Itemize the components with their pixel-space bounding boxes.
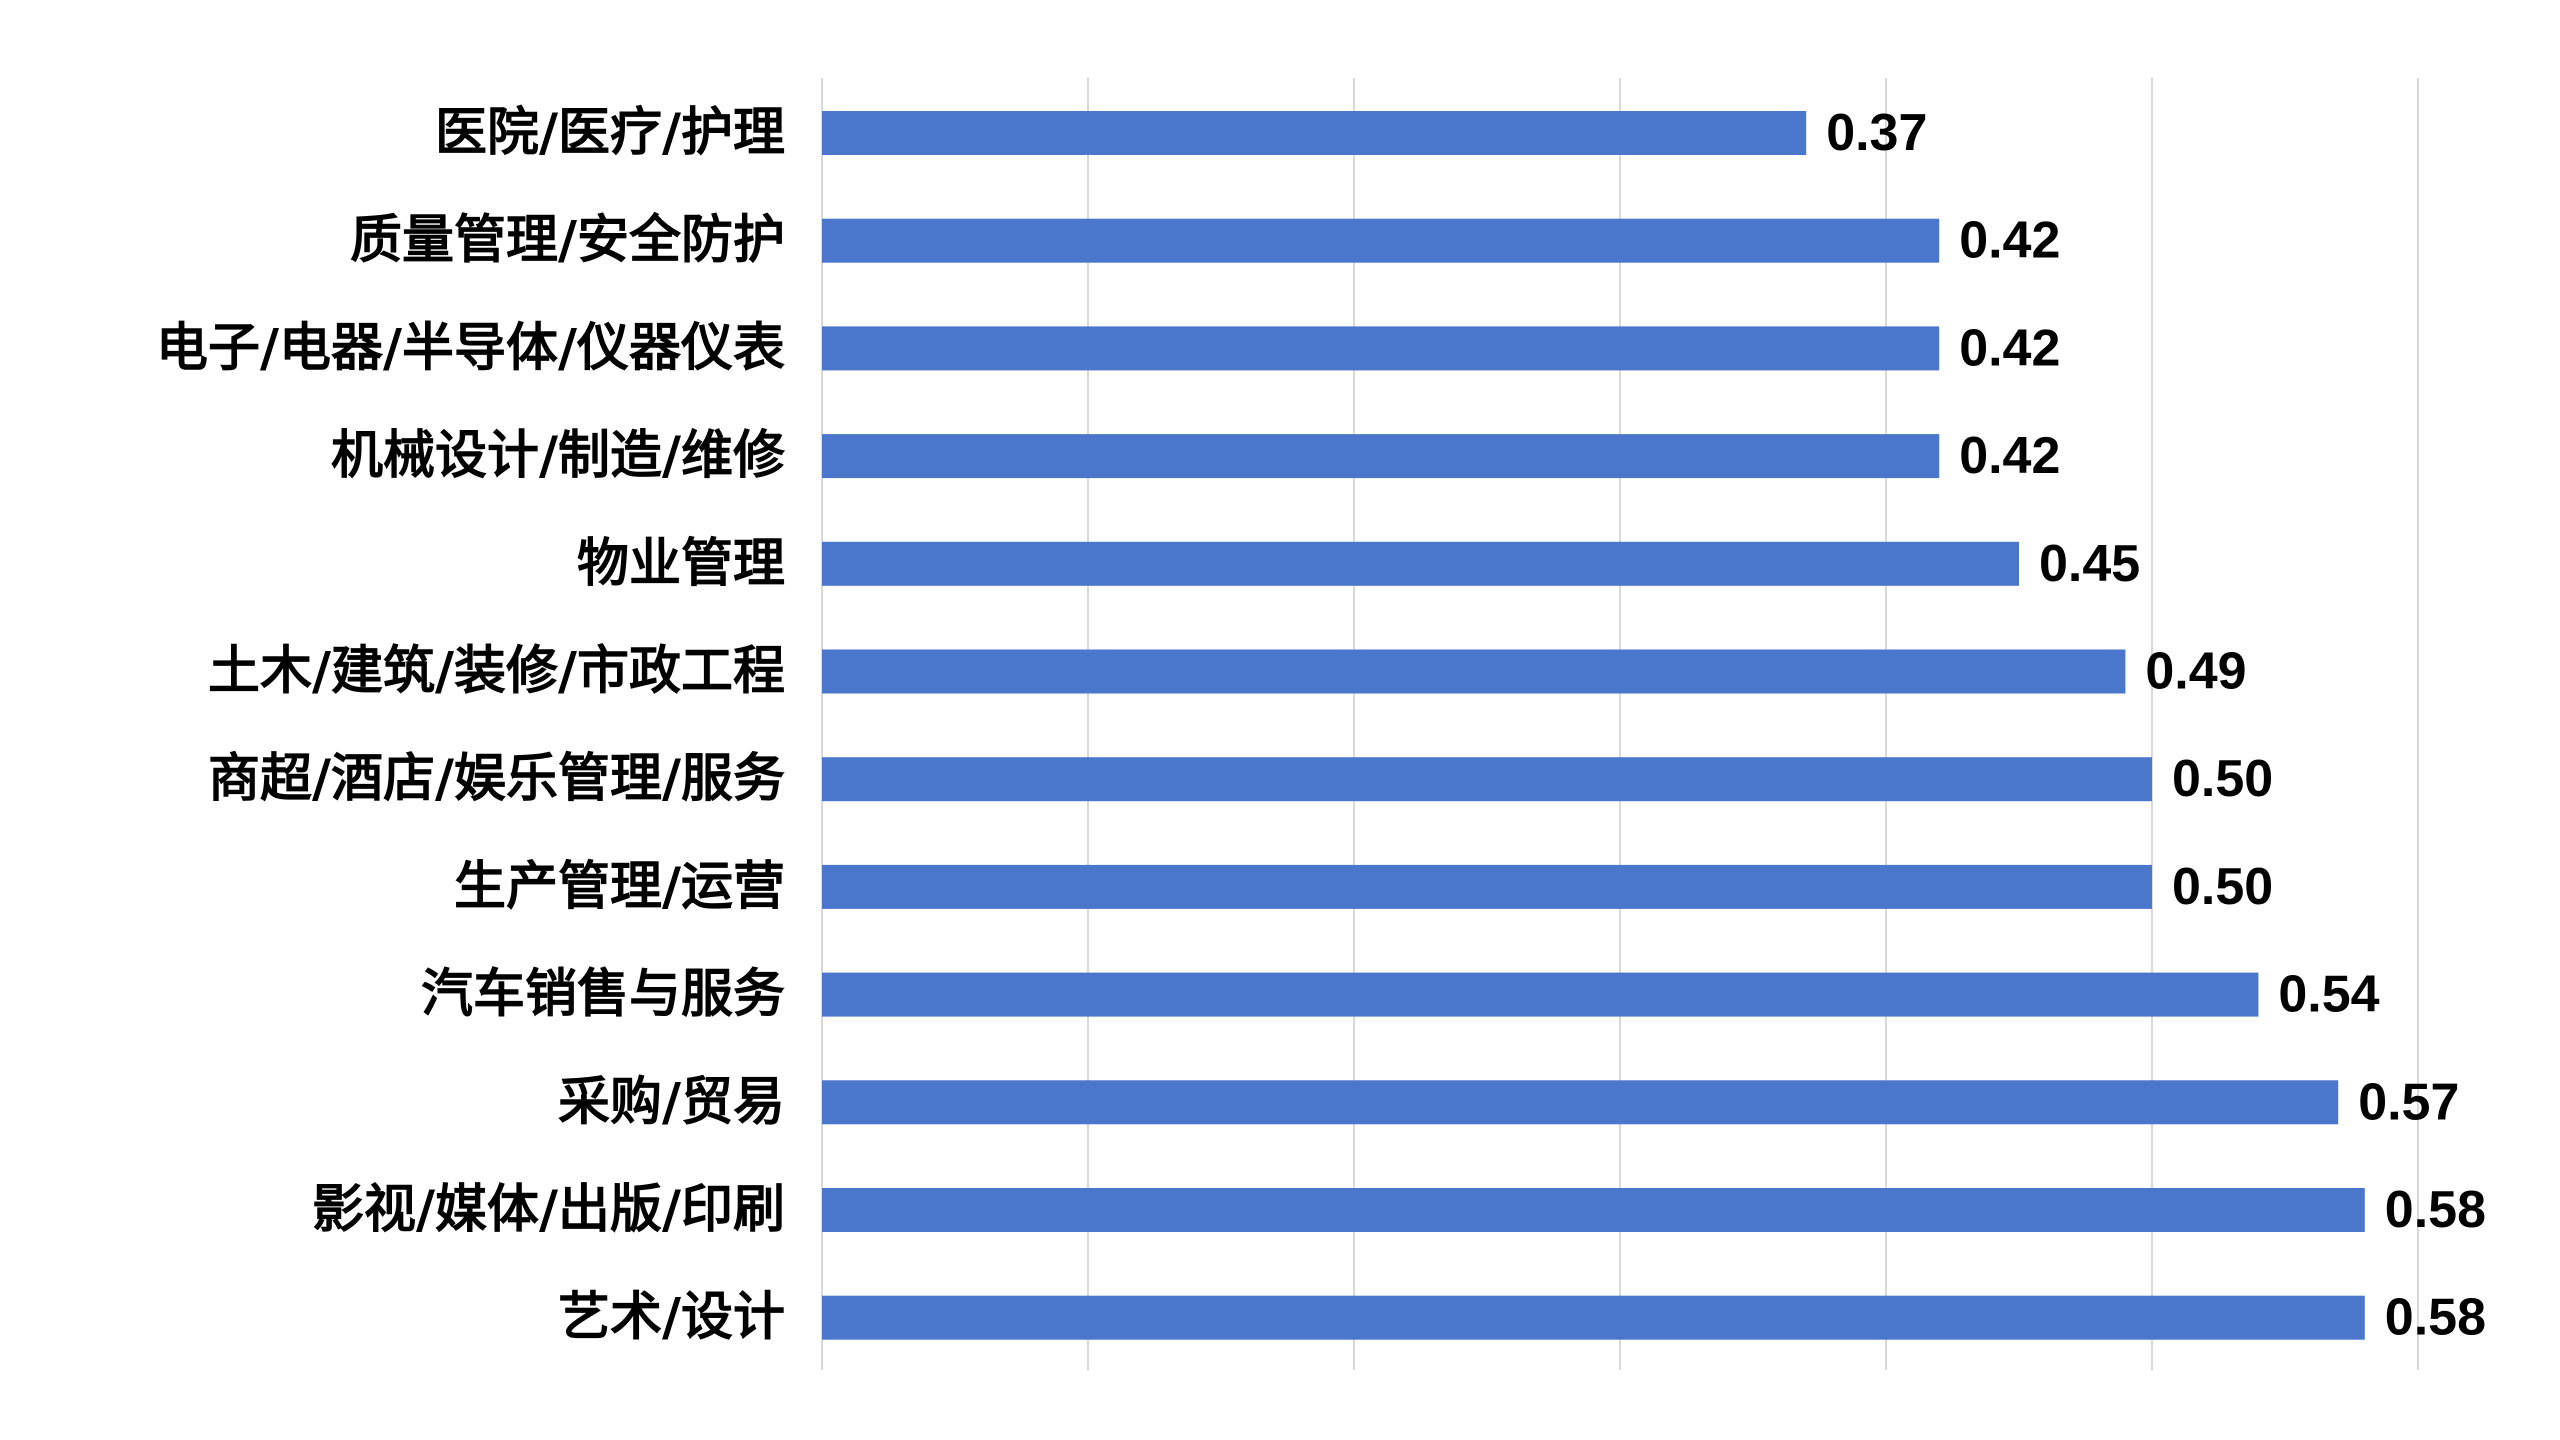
category-label: 汽车销售与服务 — [421, 965, 785, 1025]
data-label: 0.37 — [1826, 104, 1927, 162]
bar — [822, 218, 1940, 263]
data-label: 0.57 — [2358, 1073, 2459, 1131]
bars — [822, 111, 2365, 1340]
bar — [822, 111, 1807, 155]
gridlines — [821, 78, 2419, 1370]
category-label: 艺术/设计 — [558, 1288, 785, 1348]
category-label: 土木/建筑/装修/市政工程 — [208, 642, 785, 702]
bar — [822, 864, 2152, 909]
value-labels: 0.370.420.420.420.450.490.500.500.540.57… — [1826, 104, 2486, 1347]
category-label: 生产管理/运营 — [454, 857, 785, 917]
category-label: 电子/电器/半导体/仪器仪表 — [156, 318, 785, 378]
data-label: 0.50 — [2172, 858, 2273, 916]
bar — [822, 434, 1940, 479]
data-label: 0.45 — [2039, 535, 2140, 593]
bar — [822, 1080, 2339, 1125]
data-label: 0.42 — [1959, 212, 2060, 270]
bar — [822, 1188, 2365, 1232]
category-label: 物业管理 — [577, 534, 785, 594]
category-label: 商超/酒店/娱乐管理/服务 — [208, 749, 785, 809]
bar — [822, 757, 2152, 802]
category-label: 医院/医疗/护理 — [435, 103, 785, 163]
data-label: 0.50 — [2172, 750, 2273, 808]
data-label: 0.54 — [2278, 966, 2379, 1024]
bar — [822, 541, 2019, 586]
bar — [822, 1295, 2365, 1340]
data-label: 0.58 — [2385, 1289, 2486, 1347]
category-label: 采购/贸易 — [558, 1072, 785, 1132]
data-label: 0.58 — [2385, 1181, 2486, 1239]
category-labels: 医院/医疗/护理质量管理/安全防护电子/电器/半导体/仪器仪表机械设计/制造/维… — [156, 103, 786, 1348]
bar — [822, 972, 2259, 1017]
bar — [822, 649, 2126, 694]
category-label: 机械设计/制造/维修 — [331, 426, 786, 486]
category-label: 质量管理/安全防护 — [350, 211, 785, 271]
category-label: 影视/媒体/出版/印刷 — [312, 1180, 785, 1240]
data-label: 0.42 — [1959, 427, 2060, 485]
data-label: 0.42 — [1959, 319, 2060, 377]
bar — [822, 326, 1940, 371]
data-label: 0.49 — [2145, 643, 2246, 701]
